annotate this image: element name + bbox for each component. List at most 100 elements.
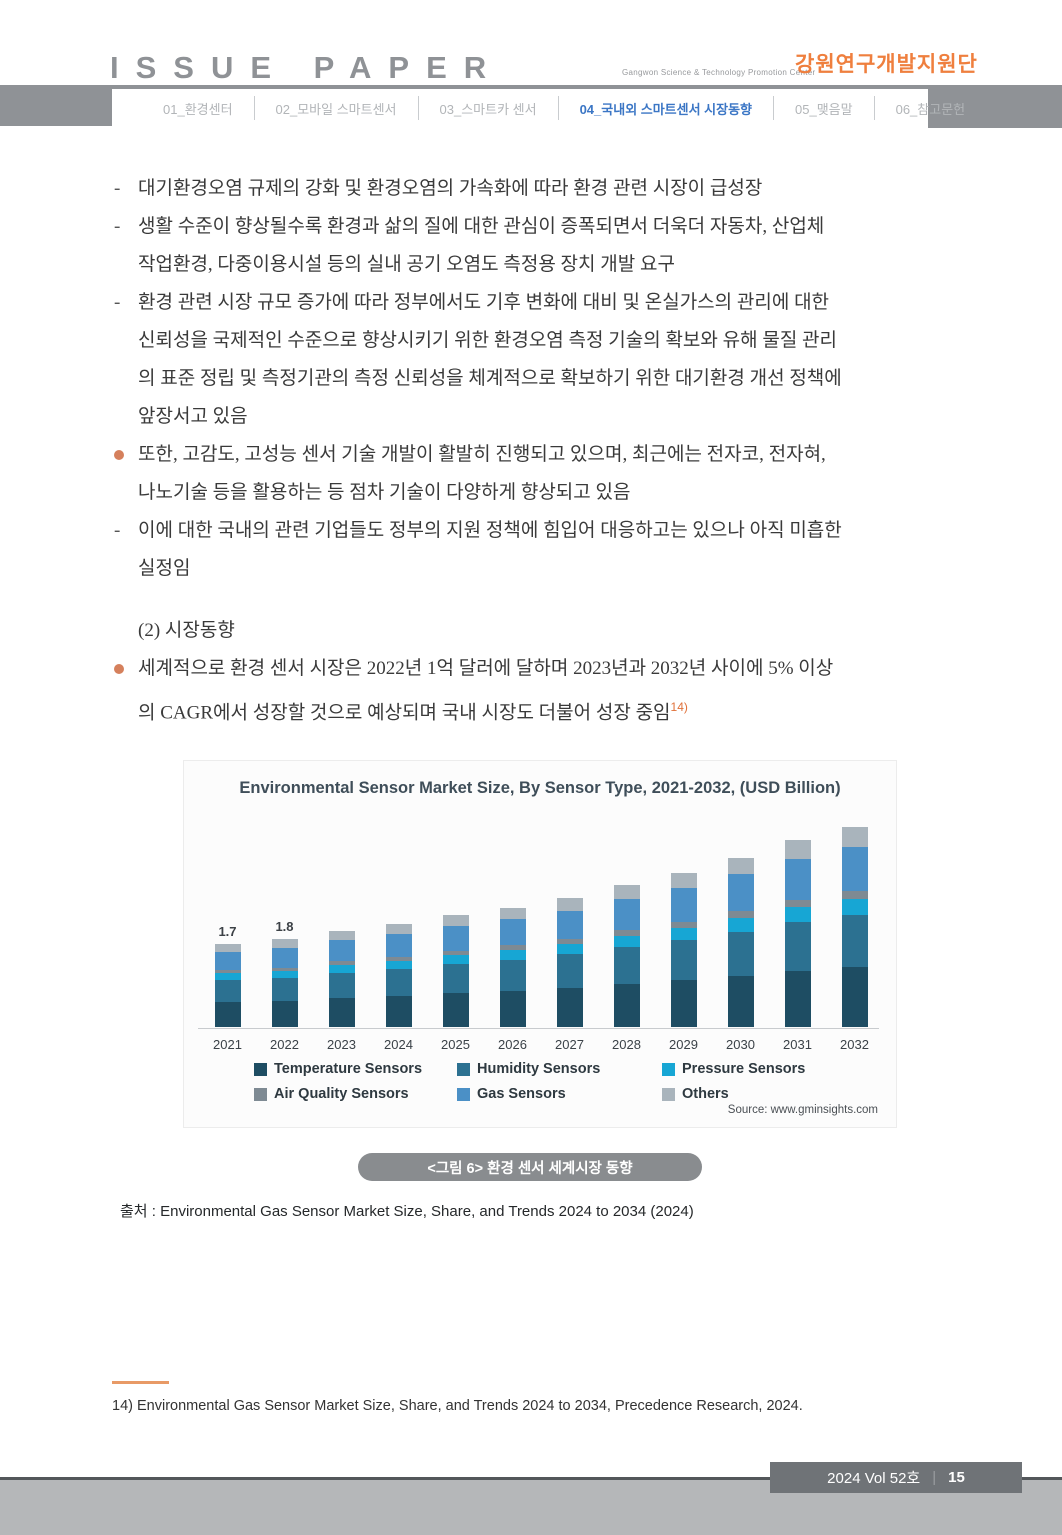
bar-segment-humidity [613,947,640,984]
nav-item-active: 04_국내외 스마트센서 시장동향 [579,101,753,117]
chart-x-labels: 2021 2022 2023 2024 2025 2026 2027 2028 2029 2030… [199,1037,883,1052]
x-axis-label: 2028 [612,1037,641,1052]
legend-label: Air Quality Sensors [274,1086,409,1102]
footnote-text: 14) Environmental Gas Sensor Market Size… [112,1398,803,1414]
bar-segment-temperature [499,991,526,1027]
body-line: - 이에 대한 국내의 관련 기업들도 정부의 지원 정책에 힘입어 대응하고는 … [0,512,1062,550]
x-axis-label: 2021 [213,1037,242,1052]
chart-bar [784,840,811,1027]
bar-segment-gas [727,874,754,911]
bar-segment-others [499,908,526,919]
body-line: 나노기술 등을 활용하는 등 점차 기술이 다양하게 향상되고 있음 [0,474,1062,512]
bar-segment-air-quality [556,939,583,944]
body-line: 작업환경, 다중이용시설 등의 실내 공기 오염도 측정용 장치 개발 요구 [0,246,1062,284]
chart-bars: 1.7 1.8 [199,797,883,1027]
bar-segment-pressure [328,965,355,973]
bar-segment-pressure [670,928,697,940]
dash-bullet: - [114,520,121,541]
nav-divider [557,96,559,120]
bar-segment-gas [613,899,640,930]
bar-segment-temperature [670,980,697,1027]
bar-segment-others [613,885,640,899]
nav-divider [253,96,255,120]
x-axis-label: 2030 [726,1037,755,1052]
bar-segment-humidity [784,922,811,971]
chart-column [712,797,769,1027]
footnote-divider [112,1381,169,1384]
nav-item: 03_스마트카 센서 [439,101,537,117]
body-line: - 환경 관련 시장 규모 증가에 따라 정부에서도 기후 변화에 대비 및 온실… [0,284,1062,322]
chart-baseline [198,1028,879,1029]
body-line: - 생활 수준이 향상될수록 환경과 삶의 질에 대한 관심이 증폭되면서 더욱더… [0,208,1062,246]
bar-segment-gas [499,919,526,945]
body-line: 또한, 고감도, 고성능 센서 기술 개발이 활발히 진행되고 있으며, 최근에… [0,436,1062,474]
chart-column: 1.7 [199,797,256,1027]
bar-segment-humidity [556,954,583,988]
bar-segment-air-quality [727,911,754,918]
footnote-ref: 14) [670,700,688,714]
bar-segment-pressure [214,973,241,980]
chart-bar [841,827,868,1027]
bar-segment-pressure [784,907,811,922]
chart-bar [556,898,583,1027]
body-line-text: 환경 관련 시장 규모 증가에 따라 정부에서도 기후 변화에 대비 및 온실가… [138,292,830,313]
bar-segment-pressure [271,971,298,978]
x-axis-label: 2026 [498,1037,527,1052]
bar-value-label: 1.7 [218,924,237,939]
nav-item: 02_모바일 스마트센서 [275,101,397,117]
chart-panel: Environmental Sensor Market Size, By Sen… [183,760,897,1128]
body-line: (2) 시장동향 [0,612,1062,650]
body-line-text: 또한, 고감도, 고성능 센서 기술 개발이 활발히 진행되고 있으며, 최근에… [138,444,826,465]
legend-item: Others [662,1086,805,1102]
bar-segment-temperature [613,984,640,1027]
chart-legend: Temperature Sensors Humidity Sensors Press… [254,1061,805,1102]
header-nav: 01_환경센터 02_모바일 스마트센서 03_스마트카 센서 04_국내외 스마트센… [142,89,986,127]
legend-label: Pressure Sensors [682,1061,806,1077]
figure-caption: <그림 6> 환경 센서 세계시장 동향 [358,1153,702,1181]
bar-segment-air-quality [670,922,697,928]
legend-swatch [457,1087,470,1101]
body-line: 앞장서고 있음 [0,398,1062,436]
bar-segment-temperature [727,976,754,1027]
body-line-text: 세계적으로 환경 센서 시장은 2022년 1억 달러에 달하며 2023년과 … [138,658,834,679]
bar-segment-others [670,873,697,888]
bar-segment-temperature [328,998,355,1027]
body-line-text: 생활 수준이 향상될수록 환경과 삶의 질에 대한 관심이 증폭되면서 더욱더 … [138,216,825,237]
chart-column [313,797,370,1027]
body-line: 의 표준 정립 및 측정기관의 측정 신뢰성을 체계적으로 확보하기 위한 대기… [0,360,1062,398]
nav-divider [773,96,775,120]
bar-segment-gas [328,940,355,961]
bar-segment-others [727,858,754,874]
bar-segment-gas [784,859,811,900]
org-english-name: Gangwon Science & Technology Promotion C… [622,68,816,77]
dash-bullet: - [114,292,121,313]
body-line-text: 이에 대한 국내의 관련 기업들도 정부의 지원 정책에 힘입어 대응하고는 있… [138,520,842,541]
legend-swatch [254,1087,267,1101]
bar-segment-pressure [613,936,640,947]
body-line-text: 작업환경, 다중이용시설 등의 실내 공기 오염도 측정용 장치 개발 요구 [138,254,675,275]
bar-segment-temperature [385,996,412,1027]
body-text: - 대기환경오염 규제의 강화 및 환경오염의 가속화에 따라 환경 관련 시장이… [0,170,1062,726]
bar-segment-humidity [727,932,754,976]
bar-segment-humidity [442,964,469,993]
dot-bullet [114,664,124,674]
bar-segment-air-quality [613,930,640,936]
body-line-text: (2) 시장동향 [138,620,235,641]
chart-column: 1.8 [256,797,313,1027]
bar-segment-temperature [841,967,868,1027]
footer-divider: | [932,1469,937,1486]
bar-segment-gas [841,847,868,891]
nav-divider [873,96,875,120]
footer-volume: 2024 Vol 52호 [827,1470,921,1487]
dash-bullet: - [114,216,121,237]
bar-segment-humidity [271,978,298,1001]
bar-segment-humidity [670,940,697,980]
legend-swatch [662,1062,675,1076]
legend-item: Gas Sensors [457,1086,662,1102]
x-axis-label: 2024 [384,1037,413,1052]
bar-segment-air-quality [214,970,241,973]
bar-segment-humidity [385,969,412,996]
legend-item: Humidity Sensors [457,1061,662,1077]
bar-segment-air-quality [499,945,526,950]
